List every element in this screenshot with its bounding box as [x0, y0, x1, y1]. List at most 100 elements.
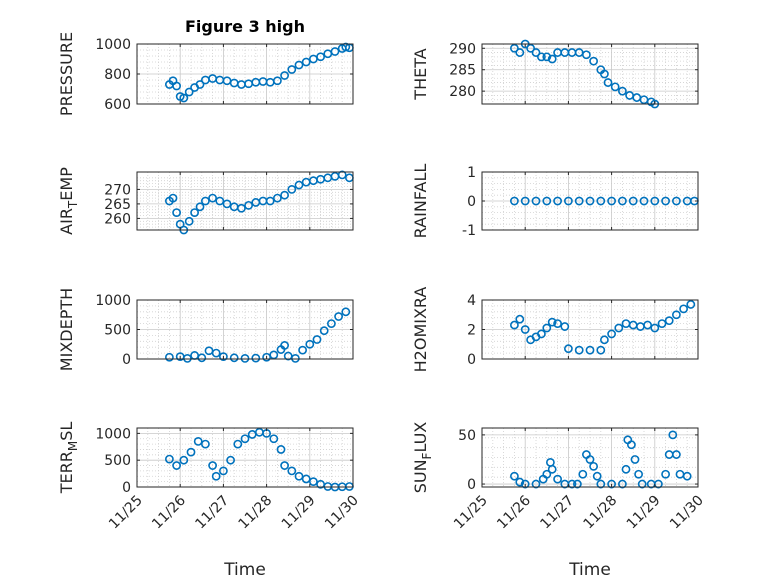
data-point	[542, 196, 552, 206]
data-point	[319, 326, 329, 336]
x-tick-label: 11/27	[537, 493, 577, 533]
data-point	[195, 80, 205, 89]
y-tick-label: 4	[467, 293, 476, 309]
data-point	[298, 345, 307, 355]
data-point	[510, 43, 519, 53]
data-point	[182, 354, 192, 363]
subplot-4: -1 0 1 RAINFALL	[411, 164, 699, 239]
data-point	[547, 317, 557, 327]
data-point	[287, 466, 297, 476]
data-point	[272, 76, 282, 86]
x-tick-label: 11/30	[322, 493, 362, 533]
axes-box	[481, 43, 699, 105]
y-tick-label: 1000	[95, 37, 131, 53]
data-point	[294, 471, 304, 481]
data-point	[600, 69, 609, 79]
x-tick-label: 11/29	[279, 493, 319, 533]
data-point	[172, 461, 181, 470]
data-point	[520, 325, 530, 334]
subplot-7: 0 500 1000 11/25 11/26 11/27 11/28 11/29 11/30 TE…	[57, 422, 362, 580]
data-point	[164, 352, 174, 362]
data-point	[301, 57, 311, 67]
data-point	[215, 196, 225, 206]
x-tick-label: 11/25	[106, 493, 146, 533]
data-point	[618, 479, 627, 489]
axes-box	[481, 427, 699, 488]
y-tick-label: 500	[104, 453, 131, 469]
data-point	[233, 439, 243, 449]
data-point	[596, 345, 606, 355]
data-point	[229, 353, 239, 363]
y-axis-label: RAINFALL	[411, 164, 430, 239]
data-point	[244, 200, 253, 210]
subplot-2: 280 285 290 THETA	[411, 39, 699, 109]
y-tick-label: 50	[458, 428, 476, 444]
data-point	[265, 196, 275, 206]
data-point	[553, 474, 562, 484]
y-tick-label: 1000	[95, 293, 131, 309]
data-point	[614, 323, 624, 333]
data-point	[520, 479, 530, 489]
data-point	[218, 352, 228, 362]
y-tick-label: 0	[122, 352, 131, 368]
subplot-6: 0 2 4 H2OMIXRA	[411, 287, 699, 373]
data-point	[276, 445, 286, 454]
data-point	[542, 52, 552, 62]
data-point	[164, 454, 174, 464]
y-axis-label: H2OMIXRA	[411, 287, 430, 373]
data-point	[190, 208, 199, 217]
data-point	[679, 304, 688, 314]
data-point	[330, 47, 340, 56]
y-tick-label: 260	[104, 211, 131, 227]
y-tick-label: 1000	[95, 426, 131, 442]
data-point	[240, 354, 250, 363]
data-point	[287, 65, 297, 74]
data-point	[578, 469, 588, 479]
data-point	[510, 471, 519, 481]
data-point	[226, 455, 235, 465]
data-point	[686, 300, 696, 309]
y-tick-label: 270	[104, 182, 131, 198]
x-axis-label: Time	[568, 560, 611, 580]
data-point	[294, 60, 304, 70]
data-point	[316, 52, 325, 62]
data-point	[560, 322, 570, 331]
data-point	[650, 196, 660, 206]
y-tick-label: 800	[104, 67, 131, 83]
data-point	[621, 464, 631, 474]
data-point	[269, 350, 279, 360]
data-point	[290, 354, 300, 363]
data-point	[197, 353, 207, 363]
data-point	[526, 43, 535, 53]
data-point	[637, 479, 647, 489]
data-point	[531, 479, 541, 489]
data-point	[547, 464, 557, 474]
data-point	[574, 196, 584, 206]
data-point	[537, 52, 546, 62]
data-point	[510, 320, 519, 330]
data-point	[337, 170, 347, 180]
data-point	[172, 208, 181, 217]
data-point	[515, 48, 525, 57]
data-point	[179, 455, 189, 465]
data-point	[553, 319, 562, 328]
data-point	[334, 312, 343, 321]
data-point	[326, 319, 336, 328]
y-tick-label: 290	[449, 41, 476, 57]
x-tick-label: 11/28	[581, 493, 621, 533]
data-point	[179, 93, 189, 103]
x-tick-label: 11/25	[451, 493, 491, 533]
data-point	[301, 474, 311, 484]
x-tick-label: 11/27	[192, 493, 232, 533]
data-point	[542, 323, 552, 333]
data-point	[208, 193, 217, 203]
data-point	[168, 193, 178, 203]
plot-area	[137, 428, 353, 487]
x-tick-label: 11/29	[624, 493, 664, 533]
data-point	[269, 434, 279, 444]
axes-box	[136, 427, 354, 488]
data-point	[672, 196, 681, 206]
data-point	[564, 344, 573, 354]
y-tick-label: 0	[467, 477, 476, 493]
